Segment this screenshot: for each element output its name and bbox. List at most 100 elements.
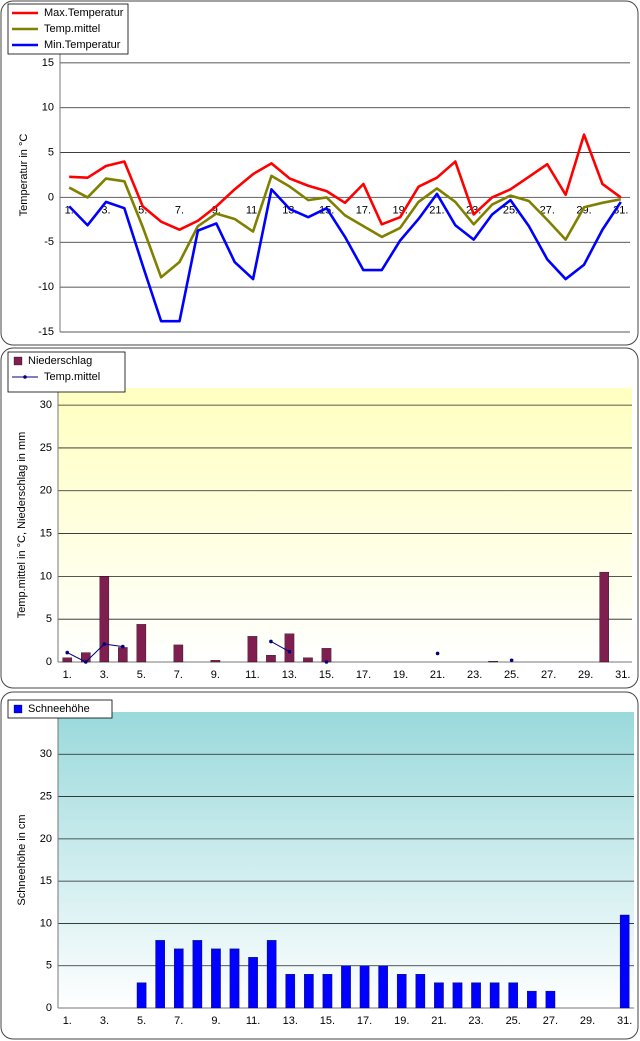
y-tick-label: -15 — [38, 326, 54, 338]
marker — [83, 660, 88, 664]
x-tick-label: 23. — [468, 1015, 483, 1027]
x-tick-label: 29. — [578, 669, 593, 681]
y-tick-label: 20 — [40, 833, 52, 845]
legend-box — [7, 699, 113, 719]
bar — [489, 982, 500, 1009]
plot-background — [58, 388, 632, 662]
x-tick-label: 7. — [174, 1015, 183, 1027]
bar — [248, 957, 258, 1009]
x-tick-label: 1. — [65, 204, 74, 216]
bar — [378, 965, 388, 1009]
x-tick-label: 19. — [394, 1015, 409, 1027]
plot-background — [58, 712, 634, 1008]
y-tick-label: -5 — [44, 236, 54, 248]
x-tick-label: 23. — [467, 669, 482, 681]
y-tick-label: 0 — [48, 191, 54, 203]
line — [68, 174, 622, 279]
bar — [173, 644, 184, 663]
y-tick-label: 5 — [46, 613, 52, 625]
legend-label: Max.Temperatur — [44, 7, 124, 19]
x-tick-label: 5. — [137, 669, 146, 681]
bar — [599, 571, 610, 663]
bar — [471, 982, 481, 1009]
bar — [322, 974, 333, 1009]
y-tick-label: 0 — [46, 656, 52, 668]
bar — [192, 940, 203, 1009]
legend-label: Temp.mittel — [44, 371, 100, 383]
x-tick-label: 21. — [430, 669, 445, 681]
bar — [136, 982, 147, 1009]
legend-label: Schneehöhe — [28, 703, 90, 715]
bar — [359, 965, 370, 1009]
legend-marker — [23, 375, 27, 379]
bar — [284, 633, 295, 663]
bar — [452, 982, 463, 1009]
bar — [136, 624, 147, 663]
marker — [287, 649, 292, 654]
x-tick-label: 17. — [357, 1015, 372, 1027]
legend-label: Niederschlag — [28, 355, 92, 367]
y-tick-label: 25 — [40, 790, 52, 802]
marker — [121, 644, 125, 649]
marker — [509, 658, 514, 663]
x-tick-label: 25. — [504, 669, 519, 681]
marker — [324, 660, 329, 664]
bar — [62, 657, 73, 663]
bar — [118, 647, 128, 663]
x-tick-label: 7. — [175, 204, 184, 216]
legend-swatch — [13, 356, 23, 366]
y-tick-label: 15 — [40, 527, 52, 539]
bar — [266, 940, 277, 1009]
bar — [99, 576, 110, 663]
y-tick-label: 0 — [46, 1002, 52, 1014]
x-tick-label: 9. — [211, 1015, 220, 1027]
x-tick-label: 15. — [320, 1015, 335, 1027]
x-tick-label: 21. — [429, 204, 444, 216]
x-tick-label: 17. — [356, 669, 371, 681]
x-tick-label: 29. — [580, 1015, 595, 1027]
bar — [266, 655, 276, 663]
bar — [211, 948, 221, 1009]
bar — [285, 974, 296, 1009]
x-tick-label: 1. — [63, 669, 72, 681]
x-tick-label: 7. — [174, 669, 183, 681]
x-tick-label: 11. — [246, 1015, 260, 1027]
x-tick-label: 27. — [543, 1015, 558, 1027]
x-tick-label: 3. — [100, 669, 109, 681]
x-tick-label: 5. — [138, 204, 147, 216]
bar — [173, 948, 184, 1009]
bar — [321, 648, 332, 663]
bar — [619, 914, 630, 1009]
y-tick-label: 10 — [42, 102, 54, 114]
x-tick-label: 31. — [617, 1015, 632, 1027]
y-tick-label: 10 — [40, 917, 52, 929]
x-tick-label: 15. — [319, 669, 334, 681]
marker — [435, 651, 440, 656]
x-tick-label: 5. — [137, 1015, 146, 1027]
x-tick-label: 3. — [100, 1015, 109, 1027]
y-tick-label: 20 — [40, 485, 52, 497]
y-tick-label: 15 — [40, 875, 52, 887]
x-tick-label: 25. — [506, 1015, 521, 1027]
legend-swatch — [13, 704, 23, 714]
y-axis-label: Schneehöhe in cm — [16, 814, 28, 905]
bar — [210, 660, 221, 663]
x-tick-label: 11. — [245, 669, 259, 681]
y-tick-label: 5 — [46, 960, 52, 972]
x-tick-label: 3. — [101, 204, 110, 216]
bar — [545, 990, 556, 1009]
y-axis-label: Temp.mittel in °C, Niederschlag in mm — [16, 432, 28, 619]
bar — [488, 660, 498, 663]
x-tick-label: 27. — [540, 204, 555, 216]
y-axis-label: Temperatur in °C — [18, 134, 30, 217]
x-tick-label: 13. — [282, 669, 297, 681]
x-tick-label: 11. — [246, 204, 260, 216]
bar — [396, 974, 407, 1009]
bar — [341, 965, 351, 1009]
y-tick-label: 5 — [48, 146, 54, 158]
bar — [155, 940, 165, 1009]
y-tick-label: -10 — [38, 281, 54, 293]
bar — [434, 982, 444, 1009]
y-tick-label: 25 — [40, 442, 52, 454]
